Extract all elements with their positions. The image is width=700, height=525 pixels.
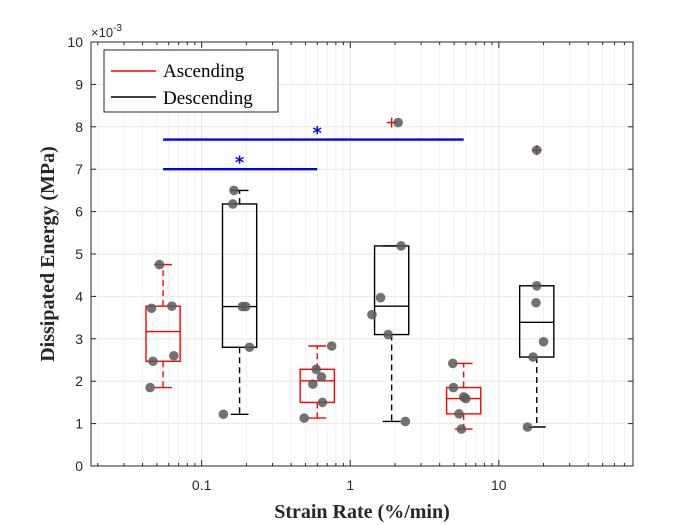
data-point (528, 352, 538, 362)
x-tick-label: 0.1 (192, 477, 212, 493)
x-tick-label: 10 (491, 477, 507, 493)
y-tick-label: 4 (75, 288, 83, 304)
y-tick-label: 1 (75, 416, 83, 432)
y-tick-label: 3 (75, 331, 83, 347)
data-point (145, 382, 155, 393)
x-tick-label: 1 (346, 477, 354, 493)
y-tick-label: 0 (75, 458, 83, 474)
y-axis-title: Dissipated Energy (MPa) (37, 146, 59, 362)
y-tick-label: 2 (75, 373, 83, 389)
data-point (316, 372, 327, 382)
legend-label-ascending: Ascending (163, 61, 245, 82)
data-point (400, 416, 411, 427)
data-point (169, 350, 179, 361)
data-point (148, 356, 158, 367)
data-point (461, 393, 471, 404)
axes: 0 1 2 3 4 5 6 7 8 9 10 0.1 1 10 (67, 34, 634, 493)
data-point (240, 301, 251, 312)
y-exponent-power: -3 (113, 23, 122, 34)
y-exponent-label: ×10-3 (91, 23, 122, 40)
data-point (454, 409, 464, 419)
data-point (146, 303, 157, 314)
data-point (317, 397, 328, 408)
data-point (531, 281, 542, 291)
data-point (299, 413, 310, 423)
data-point (456, 424, 467, 434)
legend-label-descending: Descending (163, 88, 253, 109)
data-point (229, 185, 239, 196)
data-point (227, 199, 238, 209)
data-point (522, 422, 533, 432)
marks: ** (145, 117, 555, 434)
box (221, 203, 258, 348)
data-point (218, 409, 229, 420)
data-point (393, 117, 403, 128)
data-point (167, 301, 177, 311)
data-point (383, 329, 393, 340)
y-tick-label: 8 (75, 119, 83, 135)
y-tick-label: 7 (75, 161, 83, 177)
legend-box (103, 49, 279, 113)
data-point (367, 309, 377, 320)
x-axis-title: Strain Rate (%/min) (274, 501, 450, 523)
data-point (244, 342, 255, 353)
data-point (154, 259, 165, 270)
significance-asterisk: * (313, 123, 323, 144)
data-point (538, 336, 549, 347)
y-tick-label: 10 (67, 34, 83, 50)
y-exponent-base: ×10 (91, 25, 113, 40)
data-point (308, 379, 318, 389)
y-tick-label: 9 (75, 76, 83, 92)
y-tick-label: 5 (75, 246, 83, 262)
data-point (326, 341, 337, 351)
legend: Ascending Descending (103, 49, 279, 113)
data-point (531, 297, 541, 308)
significance-asterisk: * (235, 153, 245, 174)
data-point (531, 145, 542, 155)
data-point (375, 292, 386, 303)
data-point (311, 364, 321, 375)
data-point (448, 382, 459, 393)
data-point (396, 241, 406, 251)
y-tick-label: 6 (75, 204, 83, 220)
data-point (447, 358, 458, 369)
box (145, 305, 181, 362)
